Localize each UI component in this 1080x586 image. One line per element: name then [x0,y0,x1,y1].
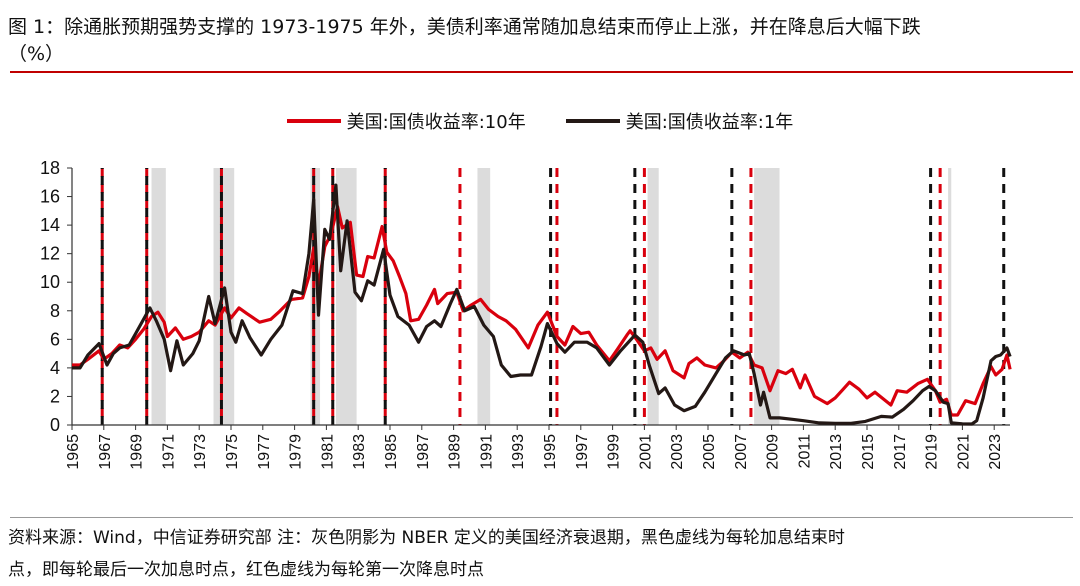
recession-shade [647,168,659,425]
y-tick-label: 10 [40,272,60,292]
x-tick-label: 2011 [796,434,813,469]
y-tick-label: 18 [40,158,60,178]
recession-shade [477,168,491,425]
legend-label-1y: 美国:国债收益率:1年 [625,112,794,133]
series-line-1y [72,183,1012,426]
x-tick-label: 2005 [701,434,718,470]
x-tick-label: 1967 [97,434,114,470]
footer-line-1: 资料来源：Wind，中信证券研究部 注：灰色阴影为 NBER 定义的美国经济衰退… [8,528,845,548]
x-tick-label: 2015 [860,434,877,470]
x-tick-label: 1995 [542,434,559,470]
x-tick-label: 1981 [319,434,336,470]
footer-note: 资料来源：Wind，中信证券研究部 注：灰色阴影为 NBER 定义的美国经济衰退… [8,522,1078,586]
x-tick-label: 2017 [892,434,909,470]
recession-shade [310,168,321,425]
recession-shade [948,168,952,425]
legend-label-10y: 美国:国债收益率:10年 [346,112,526,133]
y-tick-label: 12 [40,244,60,264]
legend-swatch-10y [286,119,341,123]
x-tick-label: 1977 [256,434,273,470]
x-tick-label: 2023 [987,434,1004,470]
x-tick-label: 1999 [606,434,623,470]
y-tick-label: 14 [40,215,60,235]
x-tick-label: 2009 [765,434,782,470]
x-tick-label: 1997 [574,434,591,470]
x-tick-label: 1969 [129,434,146,470]
x-tick-label: 1991 [478,434,495,470]
x-tick-label: 2019 [924,434,941,470]
legend-swatch-1y [565,119,620,123]
x-tick-label: 1971 [160,434,177,470]
x-tick-label: 1979 [288,434,305,470]
chart-title: 图 1：除通胀预期强势支撑的 1973-1975 年外，美债利率通常随加息结束而… [8,16,921,65]
x-tick-label: 1987 [415,434,432,470]
y-tick-label: 0 [50,415,60,435]
x-tick-label: 1985 [383,434,400,470]
legend: 美国:国债收益率:10年 美国:国债收益率:1年 [0,108,1080,134]
x-tick-label: 1983 [351,434,368,470]
y-tick-label: 16 [40,187,60,207]
y-tick-label: 4 [50,358,60,378]
series-line-10y [72,204,1012,417]
legend-item-10y: 美国:国债收益率:10年 [286,108,526,134]
y-tick-label: 6 [50,329,60,349]
recession-shade [151,168,166,425]
x-tick-label: 1965 [65,434,82,470]
x-tick-label: 1975 [224,434,241,470]
x-tick-label: 2007 [733,434,750,470]
y-tick-label: 8 [50,301,60,321]
footer-line-2: 点，即每轮最后一次加息时点，红色虚线为每轮第一次降息时点 [8,560,484,580]
x-tick-label: 1989 [447,434,464,470]
x-tick-label: 2003 [669,434,686,470]
x-tick-label: 1993 [510,434,527,470]
footer-rule [10,517,1073,518]
title-rule [10,71,1073,73]
x-tick-label: 1973 [192,434,209,470]
x-tick-label: 2021 [955,434,972,470]
x-tick-label: 2001 [637,434,654,470]
legend-item-1y: 美国:国债收益率:1年 [565,108,794,134]
x-tick-label: 2013 [828,434,845,470]
y-tick-label: 2 [50,386,60,406]
